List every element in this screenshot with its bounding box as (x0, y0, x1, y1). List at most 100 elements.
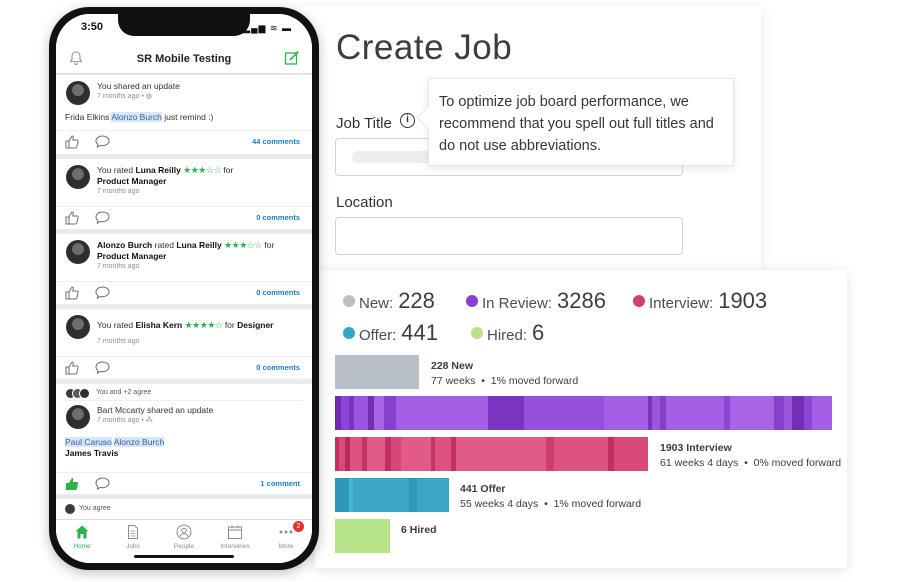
job-role[interactable]: Product Manager (97, 251, 167, 261)
stat-value: 1903 (718, 288, 768, 313)
in-review-dot-icon (466, 295, 478, 307)
actor-name[interactable]: Alonzo Burch (97, 240, 153, 250)
new-dot-icon (343, 295, 355, 307)
bar-moved: 1% moved forward (553, 498, 642, 510)
rated-name[interactable]: Elisha Kern (135, 320, 183, 330)
stat-new: New: 228 (343, 288, 435, 314)
post-headline: You rated Elisha Kern ★★★★☆ for Designer (97, 320, 273, 331)
tab-more[interactable]: 2 More (266, 521, 306, 550)
comment-icon[interactable] (95, 211, 110, 224)
bell-icon[interactable] (68, 50, 84, 66)
post-time: 7 months ago • (97, 93, 146, 100)
comments-link[interactable]: 44 comments (252, 137, 300, 146)
thumbs-up-icon[interactable] (65, 211, 79, 225)
bar-title: 228 New (431, 360, 474, 372)
stat-value: 6 (532, 320, 545, 345)
agree-row: You and +2 agree (65, 387, 303, 401)
stat-label: Hired: (487, 327, 528, 344)
tab-jobs[interactable]: Jobs (113, 524, 153, 550)
stat-label: In Review: (482, 295, 553, 312)
avatar[interactable] (66, 240, 90, 264)
agree-text[interactable]: You agree (79, 505, 111, 512)
bullet: • (544, 498, 548, 510)
bar-title: 6 Hired (401, 524, 437, 536)
thumbs-up-icon[interactable] (65, 135, 79, 149)
globe-icon: ◍ (145, 93, 152, 100)
comments-link[interactable]: 1 comment (260, 479, 300, 488)
post-actions: 0 comments (56, 356, 312, 378)
tab-home[interactable]: Home (62, 524, 102, 550)
offer-stripes (335, 478, 449, 512)
mention[interactable]: Paul Caruso (65, 437, 112, 447)
notch (118, 14, 250, 36)
post-time: 7 months ago (97, 188, 140, 195)
stat-offer: Offer: 441 (343, 320, 438, 346)
star-rating-icon: ★★★☆☆ (224, 240, 262, 250)
agree-text[interactable]: You and +2 agree (96, 389, 152, 396)
thumbs-up-icon[interactable] (65, 361, 79, 375)
avatar[interactable] (66, 165, 90, 189)
avatar[interactable] (66, 405, 90, 429)
bar-in-review[interactable] (335, 396, 837, 430)
job-title-label: Job Title (336, 115, 392, 132)
avatar[interactable] (66, 315, 90, 339)
notification-badge: 2 (293, 521, 304, 532)
status-time: 3:50 (81, 21, 104, 33)
tab-interviews[interactable]: Interviews (215, 524, 255, 550)
comment-icon[interactable] (95, 477, 110, 490)
star-rating-icon: ★★★☆☆ (183, 165, 222, 175)
comment-icon[interactable] (95, 361, 110, 374)
post-actions: 0 comments (56, 281, 312, 303)
bar-title: 1903 Interview (660, 442, 732, 454)
mention[interactable]: Alonzo Burch (113, 437, 165, 447)
thumbs-up-icon[interactable] (65, 477, 79, 491)
stat-value: 441 (401, 320, 438, 345)
compose-icon[interactable] (284, 50, 300, 66)
job-title-tooltip: To optimize job board performance, we re… (428, 78, 734, 166)
job-role[interactable]: Product Manager (97, 176, 167, 186)
group-icon: ⁂ (145, 417, 153, 424)
phone-frame: 3:50 ▂▄▆ ≋ ▬ SR Mobile Testing You share… (49, 7, 319, 570)
hired-dot-icon (471, 327, 483, 339)
bar-hired[interactable] (335, 519, 390, 553)
bar-interview-caption: 1903 Interview 61 weeks 4 days • 0% move… (660, 441, 841, 471)
tab-people[interactable]: People (164, 524, 204, 550)
comments-link[interactable]: 0 comments (256, 363, 300, 372)
post-time: 7 months ago • (97, 417, 146, 424)
avatar[interactable] (66, 81, 90, 105)
phone-screen: 3:50 ▂▄▆ ≋ ▬ SR Mobile Testing You share… (56, 14, 312, 563)
home-indicator[interactable] (134, 555, 234, 558)
bar-interview[interactable] (335, 437, 648, 471)
app-bar: SR Mobile Testing (56, 44, 312, 74)
job-role[interactable]: Designer (237, 320, 274, 330)
stat-value: 228 (398, 288, 435, 313)
post-actions: 0 comments (56, 206, 312, 228)
location-input[interactable] (335, 217, 683, 255)
stat-value: 3286 (557, 288, 606, 313)
info-icon[interactable]: i (400, 113, 415, 128)
comment-icon[interactable] (95, 286, 110, 299)
bottom-tab-bar: Home Jobs People Interviews 2 More (56, 519, 312, 563)
comments-link[interactable]: 0 comments (256, 288, 300, 297)
thumbs-up-icon[interactable] (65, 286, 79, 300)
in-review-stripes (335, 396, 837, 430)
tab-label: Jobs (126, 543, 140, 550)
comment-icon[interactable] (95, 135, 110, 148)
bar-offer[interactable] (335, 478, 449, 512)
bar-new[interactable] (335, 355, 419, 389)
post-body: Frida Elkins Alonzo Burch just remind :) (65, 112, 213, 123)
rated-name[interactable]: Luna Reilly (135, 165, 181, 175)
post-body: Paul Caruso Alonzo Burch James Travis (65, 437, 165, 459)
comments-link[interactable]: 0 comments (256, 213, 300, 222)
create-job-card: Create Job Job Title i Location To optim… (300, 6, 761, 296)
mention[interactable]: Alonzo Burch (111, 112, 162, 122)
tab-label: Home (73, 543, 91, 550)
body-name[interactable]: James Travis (65, 448, 119, 458)
more-dots-icon (279, 530, 293, 534)
offer-dot-icon (343, 327, 355, 339)
page-title: Create Job (336, 28, 513, 67)
calendar-icon (228, 525, 242, 539)
post-actions: 1 comment (56, 472, 312, 494)
rated-name[interactable]: Luna Reilly (176, 240, 222, 250)
post-headline: Bart Mccarty shared an update (97, 405, 214, 415)
